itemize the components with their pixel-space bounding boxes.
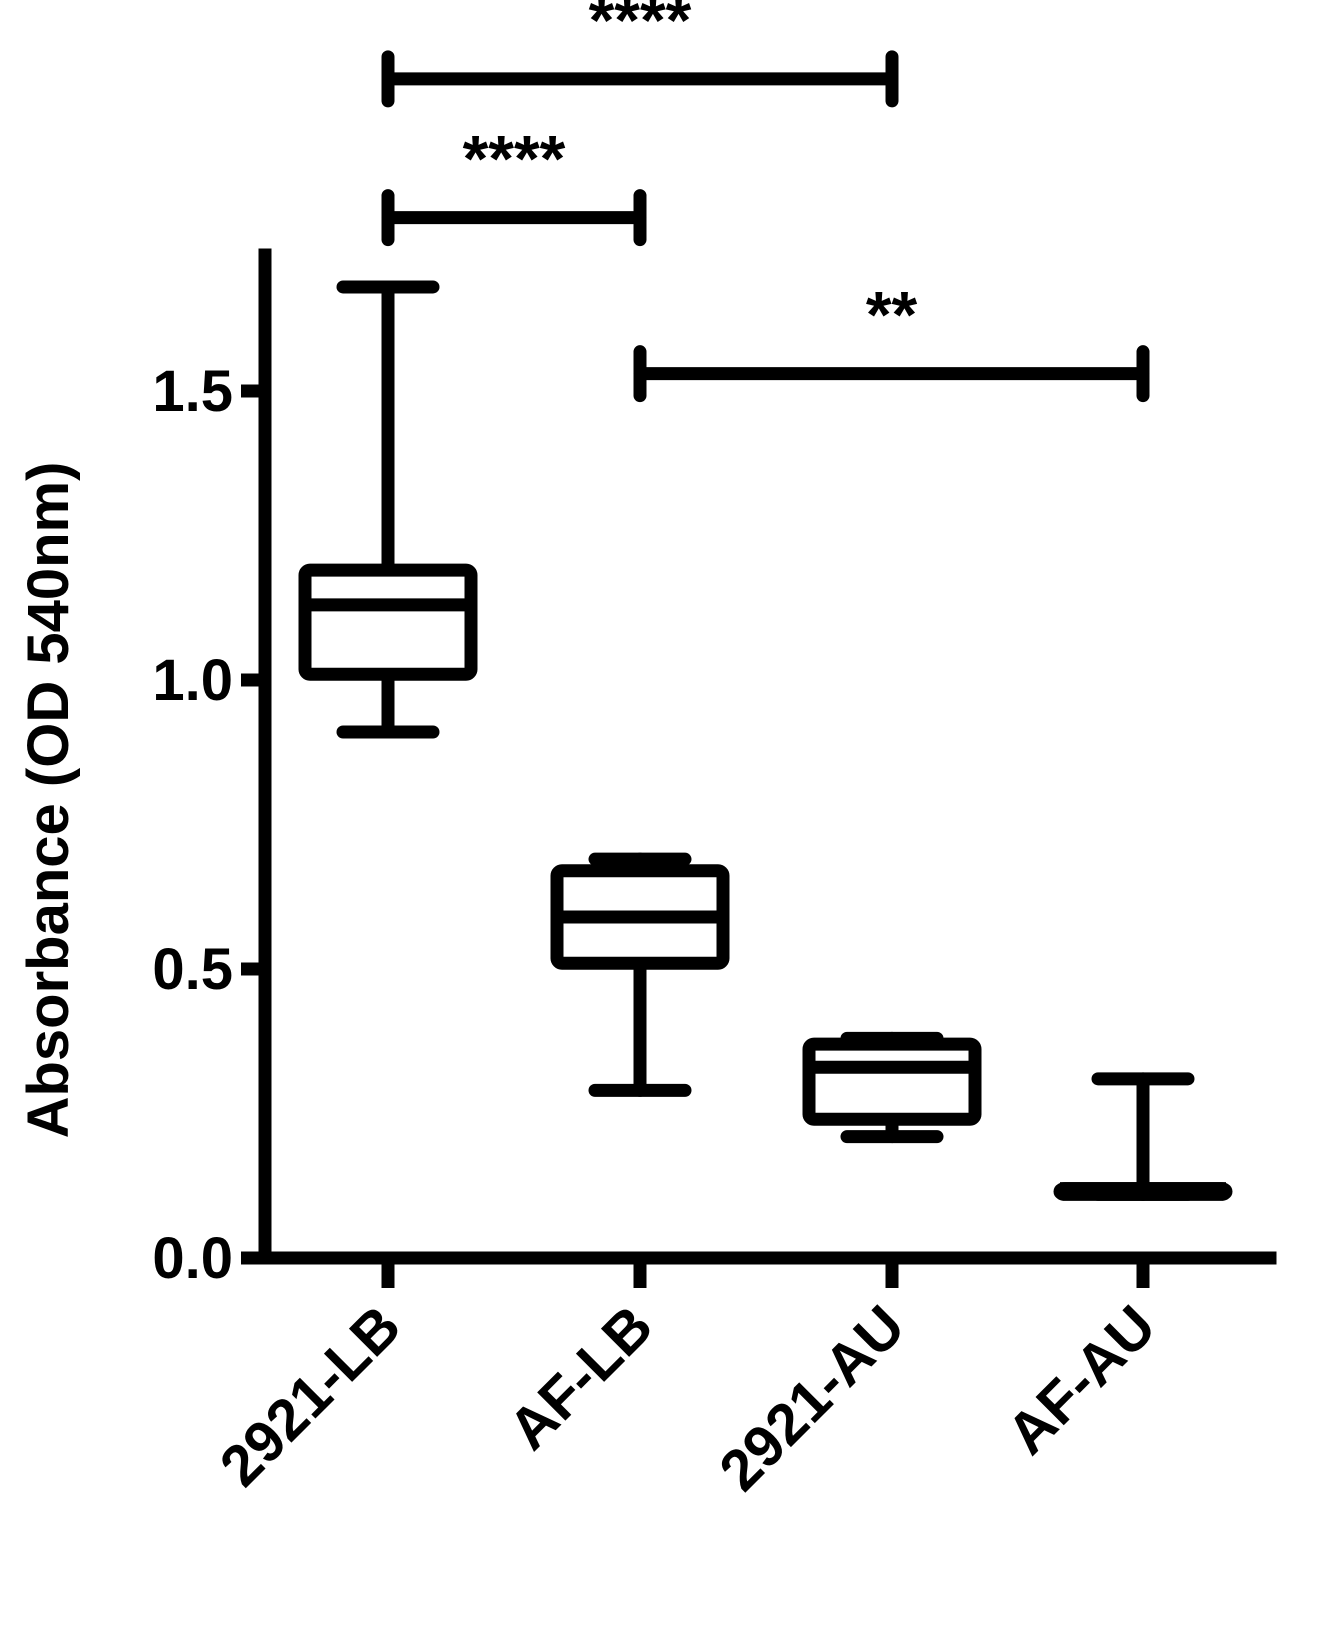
significance-bracket: **** [381,122,647,247]
significance-label: **** [463,122,566,196]
x-tick-label: 2921-LB [208,1293,414,1499]
iqr-box [802,1037,982,1126]
iqr-box [298,563,478,681]
box-2921-LB [298,280,478,739]
box-AF-LB [550,852,730,1097]
y-tick-label: 0.0 [152,1226,233,1291]
significance-label: **** [589,0,692,57]
x-tick-label: 2921-AU [707,1293,917,1503]
boxes [298,280,1233,1201]
y-tick-label: 1.5 [152,359,233,424]
box-AF-AU [1053,1072,1233,1201]
significance-bracket: **** [381,0,899,108]
y-tick-label: 1.0 [152,648,233,713]
y-axis-label: Absorbance (OD 540nm) [16,462,81,1139]
significance-label: ** [866,278,918,352]
box-2921-AU [802,1031,982,1144]
significance-brackets: ********** [381,0,1150,403]
x-tick-label: AF-AU [995,1293,1169,1467]
significance-bracket: ** [633,278,1150,403]
x-tick-label: AF-LB [496,1293,665,1462]
y-tick-label: 0.5 [152,937,233,1002]
